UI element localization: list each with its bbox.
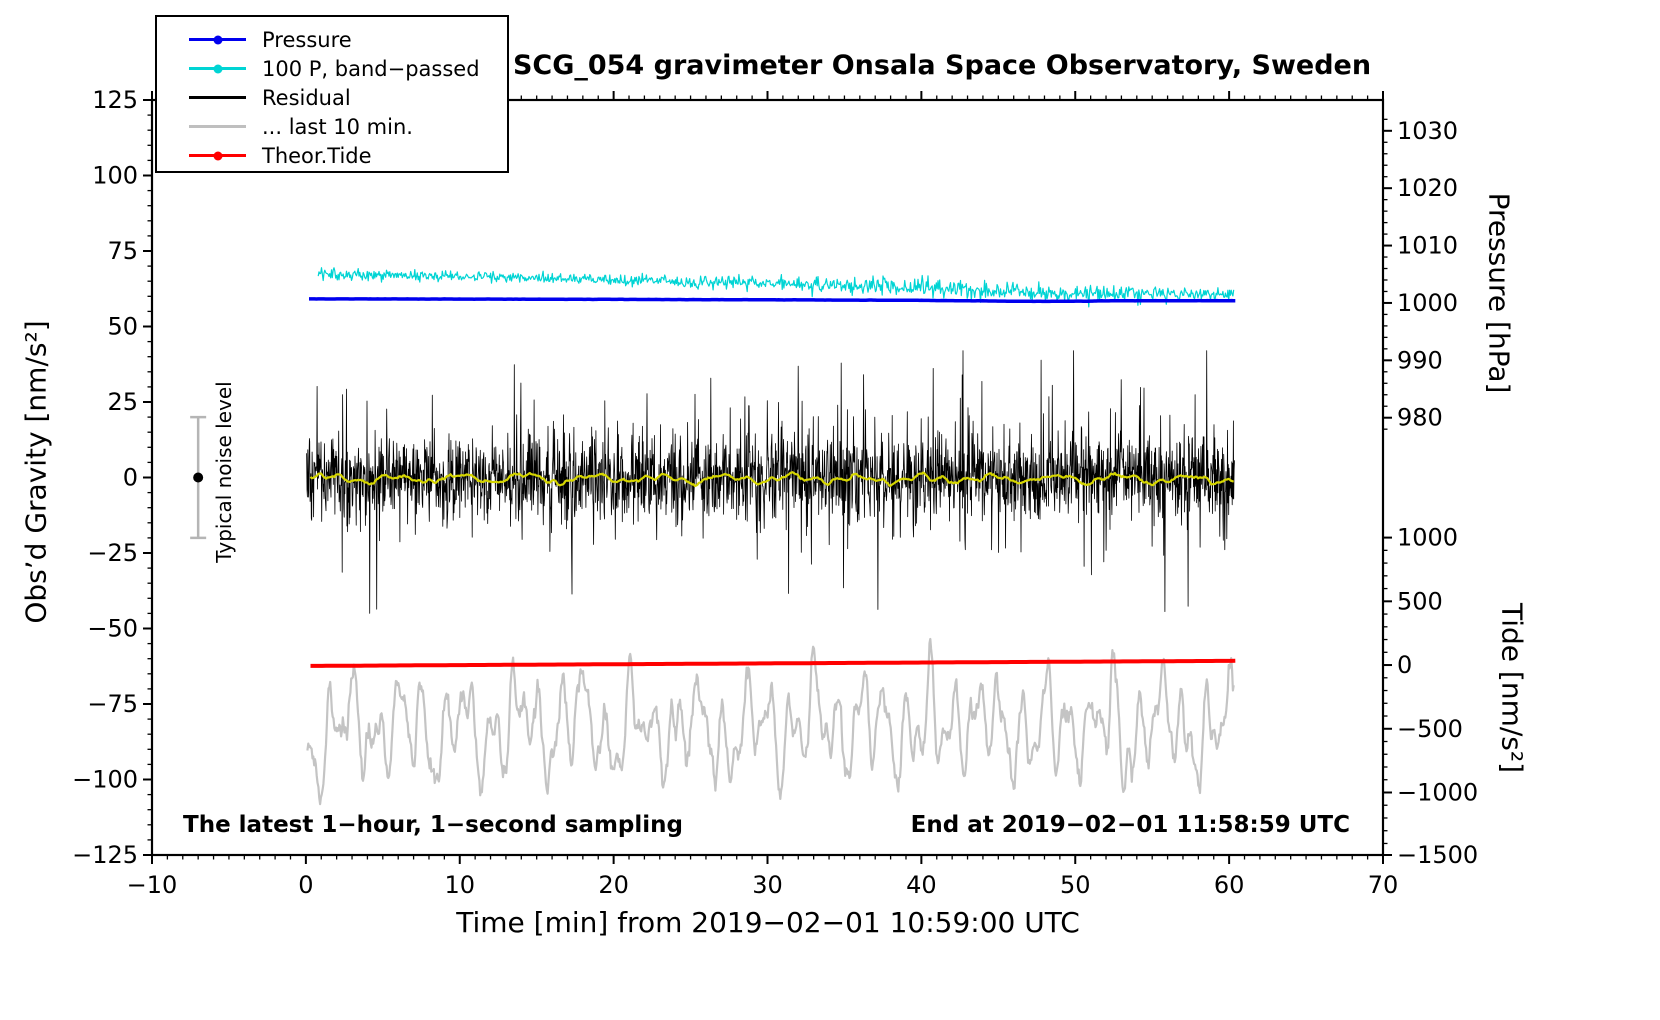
legend-line-sample [189, 95, 246, 100]
tick-label: 100 [92, 162, 138, 190]
legend-line-sample [189, 151, 246, 160]
tick-label: −1000 [1397, 778, 1478, 806]
legend-label: ... last 10 min. [262, 114, 413, 139]
legend-item-100-p-band-passed: 100 P, band−passed [189, 54, 507, 83]
legend-line-sample [189, 124, 246, 129]
noise-level-dot [193, 472, 204, 483]
series-pressure-bandpassed [317, 267, 1235, 308]
legend-item-residual: Residual [189, 83, 507, 112]
series-theoretical-tide [310, 658, 1236, 668]
y-axis-tide-ticks: 1000 500 0 −500 −1000 −1500 [1383, 524, 1478, 869]
series-pressure [309, 297, 1236, 304]
noise-level-indicator [190, 415, 207, 540]
tick-label: 0 [1397, 651, 1412, 679]
tick-label: 1000 [1397, 524, 1458, 552]
tick-label: 0 [123, 464, 138, 492]
tick-label: 70 [1368, 871, 1399, 899]
end-time-annotation: End at 2019−02−01 11:58:59 UTC [910, 812, 1350, 838]
legend-line-sample [189, 35, 246, 44]
x-axis-label: Time [min] from 2019−02−01 10:59:00 UTC [456, 906, 1080, 939]
tick-label: 125 [92, 86, 138, 114]
tick-label: −75 [87, 690, 138, 718]
tick-label: 40 [906, 871, 937, 899]
tick-label: 1030 [1397, 117, 1458, 145]
legend: Pressure 100 P, band−passed Residual ... la… [155, 15, 509, 173]
legend-label: 100 P, band−passed [262, 56, 480, 81]
legend-label: Residual [262, 85, 351, 110]
y-axis-pressure-ticks: 1030 1020 1010 1000 990 980 [1383, 117, 1458, 432]
tick-label: 500 [1397, 587, 1443, 615]
tick-label: 50 [107, 313, 138, 341]
legend-marker-dot [213, 151, 222, 160]
tick-label: 1020 [1397, 174, 1458, 202]
y-axis-label-pressure: Pressure [hPa] [1482, 192, 1516, 394]
tick-label: 990 [1397, 346, 1443, 374]
legend-marker-dot [213, 64, 222, 73]
sampling-annotation: The latest 1−hour, 1−second sampling [183, 812, 683, 838]
legend-marker-dot [213, 35, 222, 44]
tick-label: 1010 [1397, 232, 1458, 260]
series-layer [306, 267, 1236, 806]
tick-label: 30 [752, 871, 783, 899]
tick-label: 25 [107, 388, 138, 416]
tick-label: 60 [1214, 871, 1245, 899]
tick-label: 20 [598, 871, 629, 899]
tick-label: 0 [298, 871, 313, 899]
legend-label: Theor.Tide [262, 143, 372, 168]
tick-label: −1500 [1397, 841, 1478, 869]
tick-label: 10 [444, 871, 475, 899]
tick-label: −25 [87, 539, 138, 567]
chart-title: SCG_054 gravimeter Onsala Space Observat… [512, 50, 1372, 81]
tick-label: −50 [87, 615, 138, 643]
legend-item-pressure: Pressure [189, 25, 507, 54]
series-residual [306, 350, 1235, 614]
legend-item--last-10-min-: ... last 10 min. [189, 112, 507, 141]
legend-label: Pressure [262, 27, 352, 52]
series-residual-last-10-min [306, 637, 1235, 806]
y-axis-label-tide: Tide [nm/s²] [1495, 602, 1529, 774]
series-residual-lowpass [309, 471, 1234, 488]
tick-label: 980 [1397, 404, 1443, 432]
tick-label: −10 [127, 871, 178, 899]
legend-line-sample [189, 64, 246, 73]
tick-label: 75 [107, 237, 138, 265]
tick-label: −125 [72, 841, 138, 869]
tick-label: 1000 [1397, 289, 1458, 317]
tick-label: −500 [1397, 715, 1463, 743]
tick-label: 50 [1060, 871, 1091, 899]
typical-noise-level-label: Typical noise level [212, 381, 236, 563]
y-axis-label-gravity: Obs’d Gravity [nm/s²] [19, 320, 53, 624]
y-axis-left-ticks: 125 100 75 50 25 0 −25 −50 −75 −100 −125 [72, 86, 152, 869]
tick-label: −100 [72, 766, 138, 794]
legend-item-theor-tide: Theor.Tide [189, 141, 507, 170]
